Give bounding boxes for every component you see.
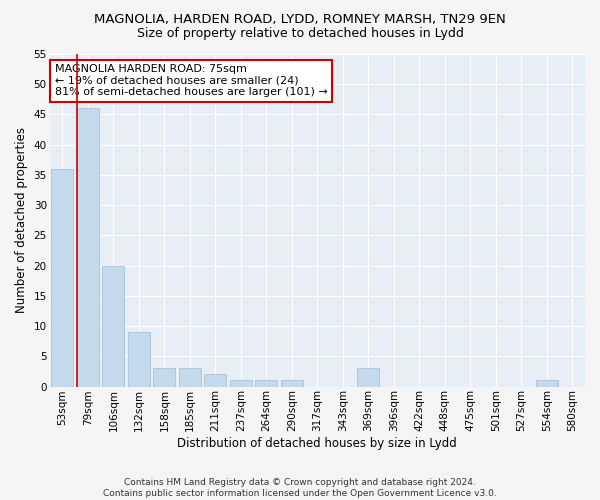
Bar xyxy=(154,368,175,386)
Text: MAGNOLIA, HARDEN ROAD, LYDD, ROMNEY MARSH, TN29 9EN: MAGNOLIA, HARDEN ROAD, LYDD, ROMNEY MARS… xyxy=(94,12,506,26)
Text: Size of property relative to detached houses in Lydd: Size of property relative to detached ho… xyxy=(137,28,463,40)
Bar xyxy=(52,169,73,386)
Bar xyxy=(205,374,226,386)
Bar xyxy=(179,368,200,386)
Bar xyxy=(536,380,557,386)
Bar xyxy=(281,380,302,386)
Bar xyxy=(77,108,98,386)
Text: Contains HM Land Registry data © Crown copyright and database right 2024.
Contai: Contains HM Land Registry data © Crown c… xyxy=(103,478,497,498)
Y-axis label: Number of detached properties: Number of detached properties xyxy=(15,128,28,314)
Bar xyxy=(358,368,379,386)
Bar xyxy=(230,380,251,386)
Bar xyxy=(256,380,277,386)
Text: MAGNOLIA HARDEN ROAD: 75sqm
← 19% of detached houses are smaller (24)
81% of sem: MAGNOLIA HARDEN ROAD: 75sqm ← 19% of det… xyxy=(55,64,328,97)
Bar xyxy=(128,332,149,386)
Bar xyxy=(103,266,124,386)
X-axis label: Distribution of detached houses by size in Lydd: Distribution of detached houses by size … xyxy=(178,437,457,450)
